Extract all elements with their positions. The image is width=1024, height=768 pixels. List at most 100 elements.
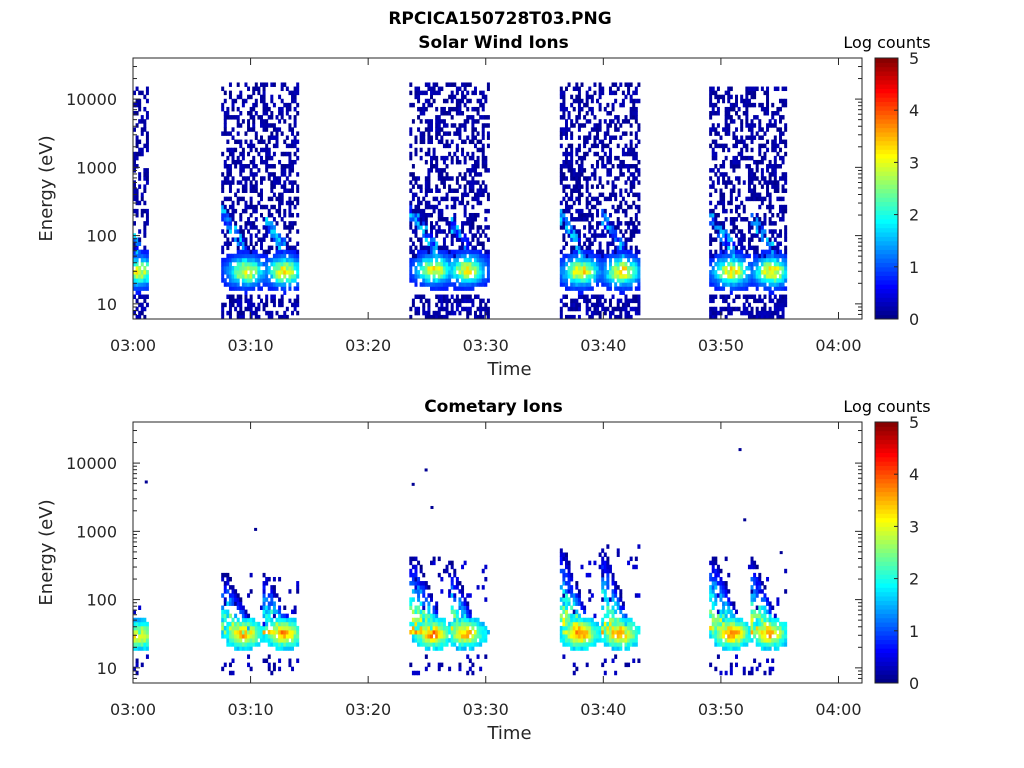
- heatmap-cell: [763, 265, 767, 271]
- heatmap-cell: [259, 196, 263, 202]
- heatmap-cell: [440, 196, 444, 202]
- heatmap-cell: [453, 638, 457, 643]
- heatmap-cell: [226, 261, 230, 267]
- heatmap-cell: [588, 625, 592, 631]
- heatmap-cell: [750, 139, 754, 145]
- heatmap-cell: [414, 94, 418, 100]
- heatmap-cell: [231, 147, 235, 153]
- heatmap-cell: [133, 184, 136, 189]
- heatmap-cell: [577, 642, 581, 647]
- heatmap-cell: [259, 139, 263, 145]
- heatmap-cell: [427, 257, 431, 263]
- heatmap-cell: [773, 155, 777, 161]
- heatmap-cell: [473, 159, 477, 165]
- heatmap-cell: [430, 188, 433, 193]
- heatmap-cell: [461, 253, 465, 259]
- heatmap-cell: [562, 294, 566, 300]
- heatmap-cell: [272, 662, 276, 668]
- heatmap-cell: [559, 94, 563, 100]
- heatmap-cell: [758, 270, 762, 275]
- heatmap-cell: [135, 617, 139, 623]
- heatmap-cell: [133, 159, 136, 165]
- heatmap-cell: [727, 200, 731, 206]
- heatmap-cell: [755, 159, 759, 165]
- heatmap-cell: [296, 200, 300, 206]
- heatmap-cell: [583, 217, 587, 222]
- heatmap-cell: [411, 172, 415, 177]
- heatmap-cell: [221, 86, 225, 92]
- heatmap-cell: [572, 229, 576, 234]
- heatmap-cell: [727, 111, 731, 116]
- heatmap-cell: [234, 629, 238, 635]
- heatmap-cell: [575, 585, 579, 590]
- heatmap-cell: [435, 642, 439, 647]
- heatmap-cell: [709, 241, 713, 246]
- heatmap-cell: [265, 581, 269, 586]
- heatmap-cell: [145, 90, 149, 96]
- heatmap-cell: [221, 172, 225, 177]
- heatmap-cell: [562, 176, 566, 181]
- heatmap-cell: [567, 589, 571, 594]
- heatmap-cell: [291, 270, 295, 275]
- heatmap-cell: [445, 164, 449, 169]
- heatmap-cell: [766, 168, 770, 173]
- heatmap-cell: [422, 245, 426, 251]
- heatmap-cell: [135, 249, 139, 255]
- heatmap-cell: [249, 139, 253, 145]
- heatmap-cell: [562, 115, 566, 120]
- heatmap-cell: [760, 221, 764, 226]
- heatmap-cell: [468, 609, 472, 615]
- heatmap-cell: [714, 278, 718, 283]
- heatmap-cell: [616, 237, 620, 242]
- heatmap-cell: [267, 257, 271, 263]
- heatmap-cell: [461, 196, 465, 202]
- heatmap-cell: [570, 593, 574, 598]
- heatmap-cell: [283, 629, 287, 635]
- heatmap-cell: [471, 237, 475, 242]
- heatmap-cell: [601, 278, 605, 283]
- heatmap-cell: [466, 601, 470, 606]
- heatmap-cell: [461, 298, 465, 304]
- heatmap-cell: [133, 237, 136, 242]
- heatmap-cell: [567, 634, 571, 639]
- heatmap-cell: [228, 217, 232, 222]
- heatmap-cell: [619, 282, 623, 287]
- heatmap-cell: [784, 233, 788, 238]
- heatmap-cell: [577, 282, 581, 287]
- heatmap-cell: [257, 642, 261, 647]
- heatmap-cell: [267, 123, 271, 128]
- heatmap-cell: [729, 229, 733, 234]
- heatmap-cell: [750, 123, 754, 128]
- heatmap-cell: [267, 151, 271, 157]
- heatmap-cell: [716, 106, 720, 112]
- heatmap-cell: [440, 634, 444, 639]
- heatmap-cell: [559, 90, 563, 96]
- heatmap-cell: [427, 119, 431, 124]
- heatmap-cell: [437, 200, 441, 206]
- heatmap-cell: [267, 642, 271, 647]
- heatmap-cell: [768, 204, 772, 210]
- heatmap-cell: [430, 221, 433, 226]
- heatmap-cell: [740, 310, 744, 316]
- heatmap-cell: [409, 245, 413, 251]
- heatmap-cell: [291, 646, 295, 651]
- heatmap-cell: [606, 217, 610, 222]
- heatmap-cell: [755, 257, 759, 263]
- heatmap-cell: [577, 237, 581, 242]
- heatmap-cell: [616, 225, 620, 230]
- heatmap-cell: [226, 245, 230, 251]
- colorbar-segment: [875, 292, 898, 298]
- heatmap-cell: [440, 119, 444, 124]
- heatmap-cell: [419, 131, 423, 136]
- heatmap-cell: [458, 634, 462, 639]
- heatmap-cell: [252, 184, 256, 189]
- heatmap-cell: [223, 221, 227, 226]
- heatmap-cell: [585, 200, 589, 206]
- heatmap-cell: [719, 245, 723, 251]
- heatmap-cell: [221, 212, 225, 218]
- heatmap-cell: [138, 147, 142, 153]
- heatmap-cell: [577, 106, 581, 112]
- heatmap-cell: [760, 298, 764, 304]
- heatmap-cell: [448, 221, 452, 226]
- heatmap-cell: [440, 127, 444, 132]
